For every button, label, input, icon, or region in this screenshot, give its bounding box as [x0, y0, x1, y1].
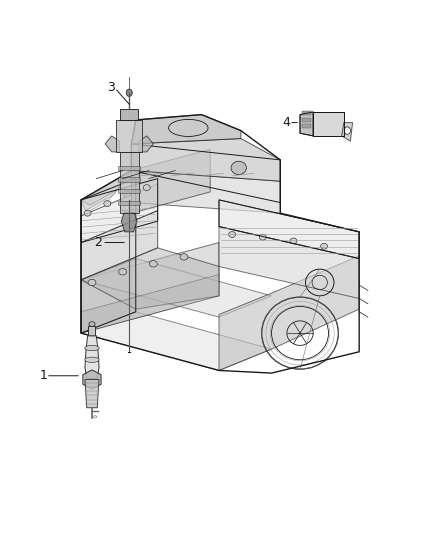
Ellipse shape	[93, 416, 97, 418]
Text: 4: 4	[283, 116, 290, 129]
Polygon shape	[300, 112, 313, 136]
Polygon shape	[116, 120, 142, 152]
Polygon shape	[81, 243, 219, 333]
Polygon shape	[120, 109, 138, 120]
Polygon shape	[131, 139, 280, 181]
Ellipse shape	[89, 321, 95, 326]
Polygon shape	[81, 211, 158, 280]
Bar	[302, 124, 311, 128]
Polygon shape	[81, 171, 131, 216]
Circle shape	[344, 127, 350, 134]
Polygon shape	[81, 312, 272, 370]
Polygon shape	[85, 336, 99, 378]
Text: 2: 2	[94, 236, 102, 249]
Polygon shape	[131, 115, 241, 144]
Ellipse shape	[290, 238, 297, 244]
Polygon shape	[81, 248, 219, 309]
Polygon shape	[118, 166, 140, 170]
Bar	[302, 111, 311, 115]
Polygon shape	[85, 379, 99, 408]
Polygon shape	[131, 171, 280, 213]
Ellipse shape	[84, 211, 91, 216]
Bar	[88, 326, 95, 336]
Polygon shape	[219, 200, 359, 259]
Ellipse shape	[149, 261, 157, 267]
Ellipse shape	[229, 231, 236, 238]
Polygon shape	[81, 259, 136, 333]
Polygon shape	[219, 227, 359, 298]
Polygon shape	[81, 171, 131, 205]
Polygon shape	[81, 259, 272, 317]
Ellipse shape	[231, 161, 246, 175]
Polygon shape	[81, 184, 158, 243]
Ellipse shape	[124, 191, 131, 197]
Polygon shape	[121, 213, 137, 232]
Polygon shape	[120, 152, 139, 213]
Polygon shape	[83, 370, 101, 389]
Ellipse shape	[259, 235, 266, 240]
Circle shape	[126, 89, 132, 96]
Ellipse shape	[104, 200, 111, 207]
Polygon shape	[105, 136, 120, 152]
Polygon shape	[342, 123, 353, 141]
Polygon shape	[81, 171, 131, 211]
Ellipse shape	[180, 254, 188, 260]
Polygon shape	[118, 201, 140, 205]
Polygon shape	[81, 274, 219, 333]
Polygon shape	[131, 149, 210, 213]
Polygon shape	[118, 177, 140, 182]
Ellipse shape	[321, 243, 328, 249]
Text: 3: 3	[107, 82, 115, 94]
Text: 1: 1	[39, 369, 47, 382]
Polygon shape	[219, 256, 359, 370]
Bar	[302, 118, 311, 122]
Polygon shape	[139, 136, 153, 152]
Ellipse shape	[85, 345, 99, 351]
Polygon shape	[118, 189, 140, 193]
Ellipse shape	[119, 269, 127, 275]
Ellipse shape	[88, 279, 96, 286]
Ellipse shape	[85, 357, 99, 362]
Polygon shape	[313, 112, 344, 136]
Ellipse shape	[143, 184, 150, 191]
